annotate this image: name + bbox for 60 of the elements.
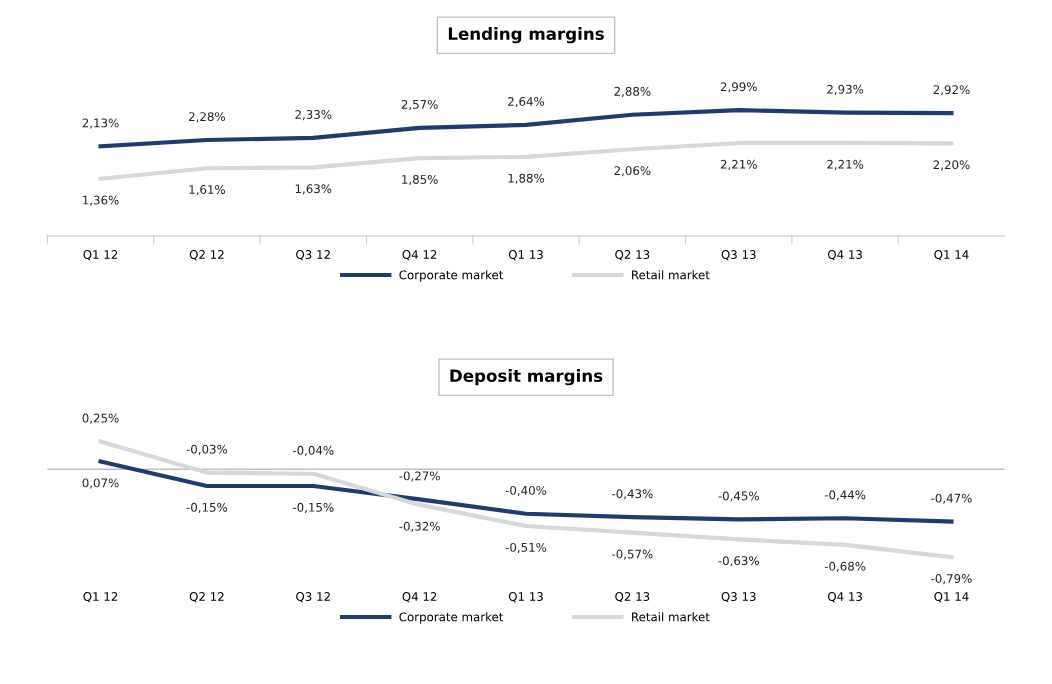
data-label: -0,03% (186, 444, 228, 455)
data-label: 2,93% (827, 84, 864, 95)
x-tick-label: Q2 12 (189, 250, 224, 261)
data-label: 1,88% (508, 173, 545, 184)
data-label: 2,92% (933, 85, 970, 96)
data-label: 2,88% (614, 86, 651, 97)
x-tick-label: Q3 13 (721, 592, 756, 603)
chart-title: Deposit margins (450, 369, 603, 386)
legend-label: Corporate market (399, 612, 504, 624)
data-label: 2,64% (508, 96, 545, 108)
data-label: 2,99% (720, 82, 757, 93)
x-tick-label: Q4 12 (402, 592, 437, 603)
x-tick-label: Q1 13 (508, 250, 543, 261)
x-tick-label: Q3 12 (296, 592, 330, 603)
x-tick-label: Q1 12 (83, 592, 118, 603)
data-label: -0,44% (824, 490, 866, 501)
x-tick-label: Q1 14 (934, 592, 969, 603)
x-tick-label: Q1 14 (934, 250, 969, 261)
x-tick-label: Q3 13 (721, 250, 756, 261)
data-label: -0,32% (399, 521, 440, 532)
data-label: -0,51% (505, 542, 547, 554)
data-label: 2,21% (827, 159, 864, 170)
x-tick-label: Q3 12 (296, 250, 330, 261)
data-label: -0,04% (292, 445, 334, 456)
data-label: 2,06% (614, 166, 651, 177)
data-label: -0,68% (824, 561, 866, 572)
x-tick-label: Q1 13 (508, 592, 543, 603)
x-tick-label: Q1 12 (83, 250, 118, 261)
data-label: 2,57% (401, 99, 438, 111)
data-label: 0,25% (82, 413, 119, 424)
data-label: 0,07% (82, 478, 119, 489)
data-label: -0,40% (505, 485, 547, 497)
data-label: 2,28% (189, 112, 225, 123)
data-label: 1,61% (189, 185, 225, 196)
x-tick-label: Q4 13 (827, 250, 862, 261)
legend-label: Retail market (632, 612, 710, 622)
data-label: -0,15% (292, 502, 334, 513)
data-label: 1,63% (295, 184, 332, 195)
data-label: 1,85% (402, 174, 438, 186)
data-label: -0,43% (612, 489, 653, 500)
data-label: -0,57% (612, 549, 653, 560)
data-label: -0,47% (931, 493, 972, 504)
legend-label: Retail market (632, 270, 710, 280)
data-label: -0,63% (718, 556, 759, 567)
x-tick-label: Q2 12 (189, 592, 224, 603)
data-label: -0,27% (399, 471, 440, 482)
x-tick-label: Q2 13 (615, 592, 650, 603)
data-label: -0,79% (931, 574, 972, 585)
x-tick-label: Q4 12 (402, 250, 437, 261)
data-label: 2,20% (933, 160, 970, 171)
legend-label: Corporate market (399, 270, 504, 282)
data-label: 2,21% (720, 159, 757, 170)
data-label: 2,13% (82, 118, 119, 129)
chart-title: Lending margins (448, 27, 604, 44)
x-tick-label: Q2 13 (615, 250, 650, 261)
data-label: 1,36% (83, 195, 119, 206)
data-label: -0,45% (718, 491, 759, 502)
data-label: -0,15% (186, 502, 228, 513)
data-label: 2,33% (295, 110, 332, 121)
x-tick-label: Q4 13 (827, 592, 862, 603)
